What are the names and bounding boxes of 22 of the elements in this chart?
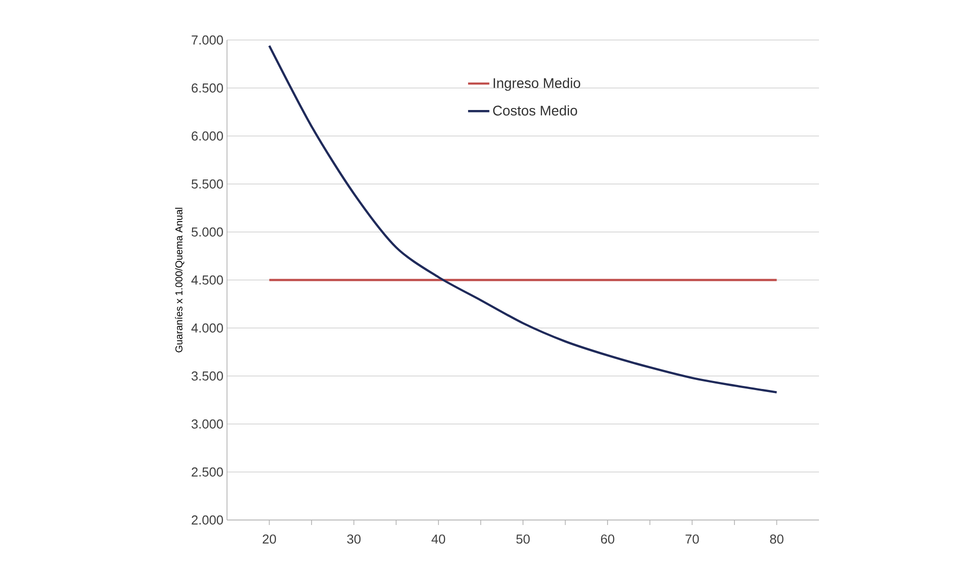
x-tick-label: 60 [601, 534, 614, 544]
x-tick-label: 30 [347, 534, 361, 544]
y-tick-label: 6.000 [192, 131, 223, 141]
y-tick-label: 6.500 [192, 83, 223, 93]
y-tick-label: 5.000 [192, 227, 223, 237]
x-tick-label: 50 [516, 534, 530, 544]
y-tick-label: 4.500 [191, 275, 223, 285]
x-tick-label: 70 [686, 534, 699, 544]
y-axis-title: Guaraníes x 1.000/Quema Anual [175, 208, 184, 352]
y-tick-label: 4.000 [191, 323, 223, 333]
x-tick-label: 20 [262, 534, 276, 544]
legend-label: Ingreso Medio [494, 78, 580, 91]
y-tick-label: 3.000 [192, 419, 223, 429]
y-tick-label: 7.000 [192, 35, 223, 45]
x-tick-label: 80 [770, 534, 784, 544]
y-tick-label: 5.500 [192, 179, 223, 189]
y-tick-label: 2.000 [192, 515, 223, 525]
y-tick-label: 2.500 [192, 467, 223, 477]
legend-label: Costos Medio [493, 105, 578, 116]
y-tick-label: 3.500 [192, 371, 223, 381]
line-series [268, 44, 778, 394]
x-tick-label: 40 [432, 534, 446, 544]
